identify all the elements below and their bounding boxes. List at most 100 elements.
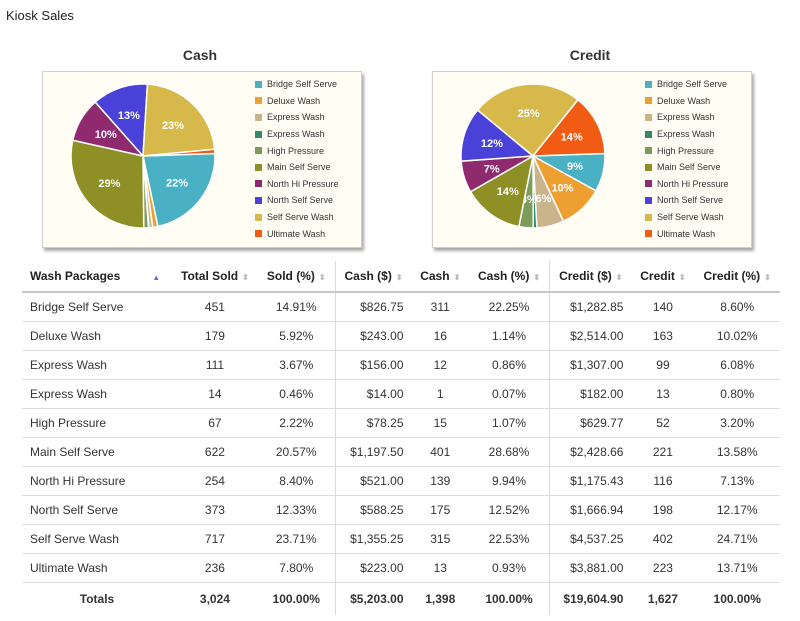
cell: 198	[631, 495, 695, 525]
sort-both-icon[interactable]: ⬍	[395, 273, 403, 282]
sort-both-icon[interactable]: ⬍	[453, 273, 461, 282]
table-row: Express Wash 14 0.46% $14.00 1 0.07% $182.00 13…	[22, 379, 780, 409]
cell: 100.00%	[713, 592, 761, 606]
legend-item[interactable]: Bridge Self Serve	[255, 76, 339, 93]
credit-pie-chart: 9%10%6%3%14%7%12%25%14%	[460, 83, 606, 229]
pie-slice-label: 13%	[118, 110, 140, 122]
cell: 0.46%	[257, 379, 336, 409]
cell: $182.00	[549, 379, 632, 409]
column-header-credit-count[interactable]: Credit ⬍	[631, 261, 695, 293]
cash-chart-title: Cash	[182, 47, 218, 63]
wash-package-name: Express Wash	[22, 379, 172, 409]
totals-label: Totals	[79, 592, 115, 606]
wash-package-name: High Pressure	[22, 408, 172, 438]
legend-item[interactable]: Express Wash	[255, 109, 339, 126]
cell: 99	[631, 350, 695, 380]
sort-both-icon[interactable]: ⬍	[533, 273, 541, 282]
legend-label: Ultimate Wash	[267, 228, 326, 239]
sort-both-icon[interactable]: ⬍	[764, 273, 771, 282]
legend-item[interactable]: Express Wash	[645, 109, 729, 126]
legend-item[interactable]: Ultimate Wash	[255, 225, 339, 242]
legend-item[interactable]: Main Self Serve	[255, 159, 339, 176]
legend-item[interactable]: North Self Serve	[255, 192, 339, 209]
cell: 223	[631, 553, 695, 583]
table-row: Self Serve Wash 717 23.71% $1,355.25 315 22.5…	[22, 524, 780, 554]
legend-item[interactable]: Self Serve Wash	[255, 209, 339, 226]
credit-chart-legend: Bridge Self Serve Deluxe Wash Express Wash…	[645, 76, 729, 242]
table-header-row: Wash Packages ▲ Total Sold ⬍ Sold (%) ⬍ Cas…	[22, 261, 780, 293]
pie-slice[interactable]	[142, 83, 216, 157]
cell: 12.52%	[468, 495, 551, 525]
pie-slice[interactable]	[531, 98, 606, 157]
pie-slice[interactable]	[94, 83, 149, 158]
sort-both-icon[interactable]: ⬍	[615, 273, 623, 282]
pie-slice-label: 14%	[497, 186, 519, 198]
sort-both-icon[interactable]: ⬍	[318, 273, 326, 282]
cell: 139	[411, 466, 469, 496]
cell: $588.25	[335, 495, 412, 525]
legend-item[interactable]: North Hi Pressure	[255, 176, 339, 193]
legend-item[interactable]: Self Serve Wash	[645, 209, 729, 226]
cell: 10.02%	[694, 321, 780, 351]
cell: 254	[171, 466, 258, 496]
pie-slice[interactable]	[142, 152, 216, 228]
legend-label: Express Wash	[267, 129, 325, 140]
legend-label: North Hi Pressure	[657, 178, 729, 189]
sort-both-icon[interactable]: ⬍	[678, 273, 686, 282]
pie-slice-label: 12%	[481, 138, 503, 150]
legend-swatch	[255, 80, 262, 88]
legend-swatch	[255, 97, 262, 105]
legend-item[interactable]: Deluxe Wash	[645, 93, 729, 110]
page-title: Kiosk Sales	[6, 8, 74, 23]
legend-item[interactable]: Ultimate Wash	[645, 225, 729, 242]
legend-item[interactable]: Express Wash	[645, 126, 729, 143]
cell: 0.80%	[694, 379, 780, 409]
cell: $2,428.66	[549, 437, 632, 467]
legend-label: High Pressure	[267, 145, 325, 156]
column-header-cash-pct[interactable]: Cash (%) ⬍	[468, 261, 551, 293]
column-header-sold-pct[interactable]: Sold (%) ⬍	[257, 261, 336, 293]
cell: 111	[171, 350, 258, 380]
cell: 52	[631, 408, 695, 438]
cash-pie-chart: 22% 29% 10%13% 23%	[70, 83, 216, 229]
cell: 67	[171, 408, 258, 438]
pie-slice-label: 7%	[484, 164, 500, 176]
column-header-cash-count[interactable]: Cash ⬍	[411, 261, 469, 293]
legend-swatch	[255, 196, 262, 204]
legend-label: Deluxe Wash	[657, 95, 711, 106]
cell: 14.91%	[257, 292, 336, 322]
legend-swatch	[645, 97, 652, 105]
column-header-credit-pct[interactable]: Credit (%) ⬍	[694, 261, 780, 293]
sort-asc-icon[interactable]: ▲	[152, 273, 161, 282]
legend-swatch	[645, 130, 652, 138]
cell: $78.25	[335, 408, 412, 438]
legend-item[interactable]: North Hi Pressure	[645, 176, 729, 193]
legend-item[interactable]: Express Wash	[255, 126, 339, 143]
cell: 0.07%	[468, 379, 551, 409]
legend-item[interactable]: Deluxe Wash	[255, 93, 339, 110]
column-header-wash-packages[interactable]: Wash Packages ▲	[22, 261, 172, 293]
legend-label: Ultimate Wash	[657, 228, 716, 239]
cell: 3.67%	[257, 350, 336, 380]
column-header-cash-amount[interactable]: Cash ($) ⬍	[335, 261, 412, 293]
legend-item[interactable]: High Pressure	[255, 142, 339, 159]
legend-swatch	[645, 113, 652, 121]
legend-item[interactable]: North Self Serve	[645, 192, 729, 209]
legend-item[interactable]: Main Self Serve	[645, 159, 729, 176]
cell: 3.20%	[694, 408, 780, 438]
table-body: Bridge Self Serve 451 14.91% $826.75 311 22.2…	[22, 292, 780, 583]
column-header-credit-amount[interactable]: Credit ($) ⬍	[549, 261, 632, 293]
pie-slice-label: 6%	[536, 193, 552, 205]
cell: 13.71%	[694, 553, 780, 583]
legend-item[interactable]: Bridge Self Serve	[645, 76, 729, 93]
credit-chart-title: Credit	[569, 47, 611, 63]
legend-item[interactable]: High Pressure	[645, 142, 729, 159]
cell: 1,627	[647, 592, 678, 606]
pie-slice[interactable]	[476, 83, 580, 158]
pie-slice[interactable]	[142, 148, 216, 157]
pie-slice[interactable]	[70, 139, 145, 229]
legend-swatch	[255, 163, 262, 171]
pie-slice[interactable]	[469, 154, 535, 228]
column-header-total-sold[interactable]: Total Sold ⬍	[171, 261, 258, 293]
sort-both-icon[interactable]: ⬍	[242, 273, 249, 282]
